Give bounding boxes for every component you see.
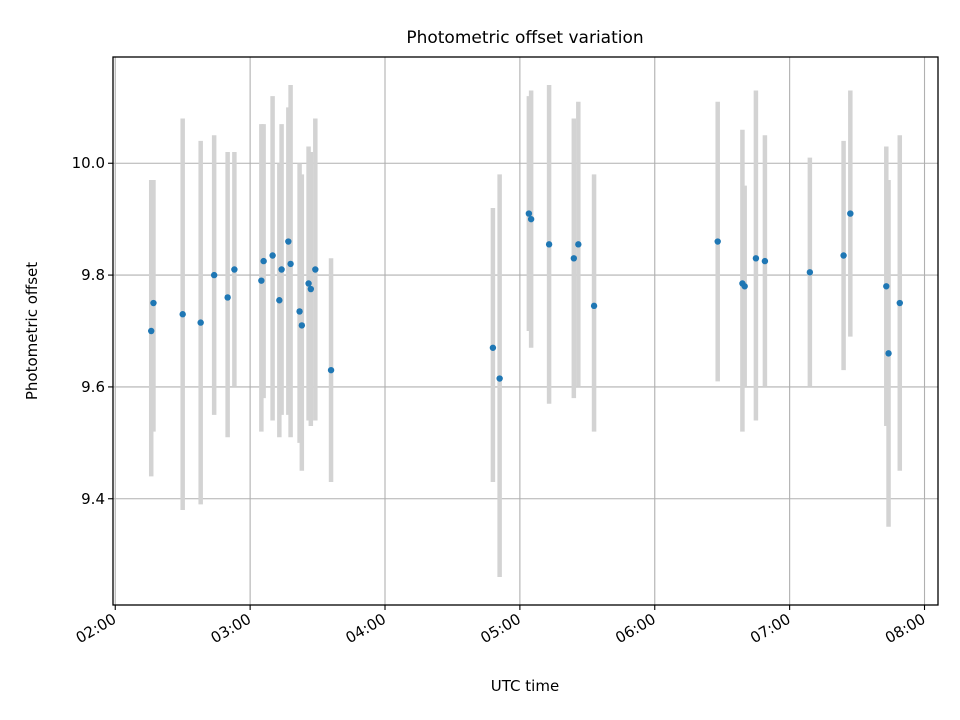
y-tick-label: 10.0 (72, 154, 105, 172)
data-point (545, 241, 553, 248)
grid (113, 57, 938, 605)
y-tick-label: 9.4 (81, 490, 105, 508)
x-axis-label: UTC time (491, 677, 559, 695)
data-point (150, 299, 157, 307)
data-point (276, 297, 283, 304)
x-tick-label: 02:00 (73, 610, 119, 647)
x-tick-label: 03:00 (208, 610, 254, 647)
data-point (885, 350, 892, 357)
data-point (278, 266, 285, 273)
data-point (258, 277, 265, 284)
data-point (298, 322, 306, 329)
data-point (224, 294, 231, 301)
data-point (287, 260, 294, 268)
data-point (752, 255, 760, 262)
x-tick-label: 04:00 (343, 610, 389, 647)
x-tick-label: 06:00 (612, 610, 658, 647)
data-point (896, 299, 903, 307)
data-point (312, 266, 319, 273)
x-axis: 02:00 03:00 04:00 05:00 06:00 07:00 08:00 (73, 605, 929, 647)
data-point (575, 241, 582, 248)
data-point (327, 366, 335, 374)
data-point (761, 257, 769, 265)
y-tick-label: 9.8 (81, 266, 105, 284)
data-points (148, 210, 903, 382)
data-point (179, 311, 186, 318)
data-point (489, 344, 497, 351)
y-axis-label: Photometric offset (23, 262, 41, 400)
x-tick-label: 07:00 (747, 610, 793, 647)
data-point (525, 210, 533, 217)
error-bars (148, 84, 903, 578)
data-point (210, 271, 218, 279)
data-point (148, 327, 155, 335)
data-point (527, 215, 535, 223)
data-point (269, 252, 276, 259)
data-point (741, 283, 748, 290)
x-tick-label: 05:00 (477, 610, 523, 647)
data-point (305, 280, 312, 287)
data-point (590, 302, 598, 310)
data-point (231, 266, 238, 273)
data-point (883, 283, 890, 290)
data-point (714, 238, 721, 245)
data-point (260, 257, 267, 265)
data-point (496, 375, 503, 382)
data-point (570, 255, 578, 262)
y-axis: 9.4 9.6 9.8 10.0 (72, 154, 113, 508)
y-tick-label: 9.6 (81, 378, 105, 396)
data-point (285, 238, 292, 245)
chart-title: Photometric offset variation (406, 28, 643, 48)
x-tick-label: 08:00 (882, 610, 928, 647)
data-point (806, 269, 814, 276)
data-point (296, 308, 303, 315)
data-point (197, 319, 204, 326)
data-point (840, 252, 847, 259)
plot-frame (112, 56, 939, 606)
data-point (847, 210, 854, 217)
data-point (307, 285, 315, 293)
